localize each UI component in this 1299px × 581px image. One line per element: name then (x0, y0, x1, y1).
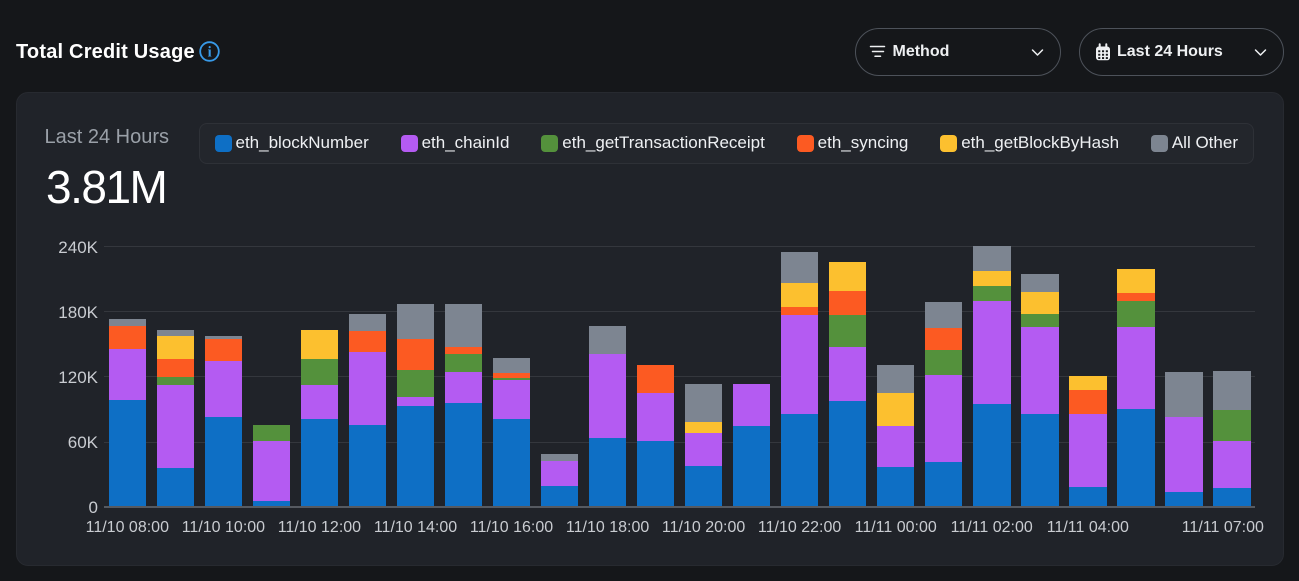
svg-text:i: i (208, 45, 212, 61)
